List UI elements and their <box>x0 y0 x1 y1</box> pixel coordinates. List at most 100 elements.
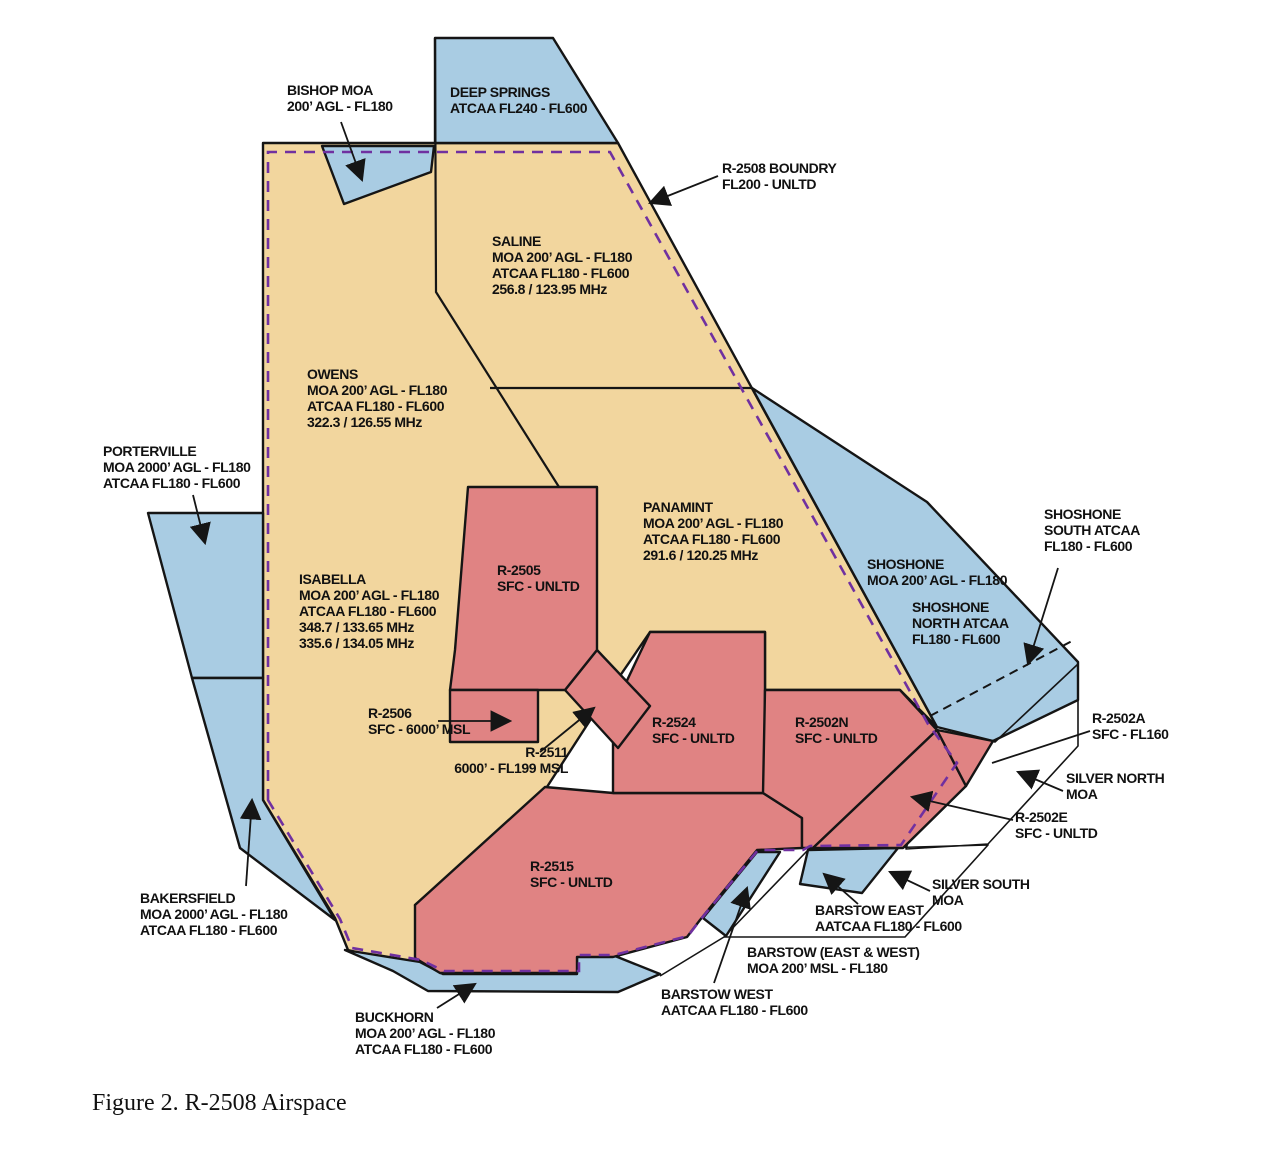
label-line: MOA 200’ AGL - FL180 <box>643 515 784 531</box>
label-line: 322.3 / 126.55 MHz <box>307 414 422 430</box>
r2502a-leader-line <box>991 730 1091 764</box>
label-line: NORTH ATCAA <box>912 615 1009 631</box>
bishop-arrow <box>340 121 366 183</box>
label-line: 6000’ - FL199 MSL <box>454 760 568 776</box>
label-line: MOA 200’ AGL - FL180 <box>867 572 1008 588</box>
label-line: R-2505 <box>497 562 541 578</box>
label-r2515: R-2515 SFC - UNLTD <box>530 858 613 890</box>
label-line: BUCKHORN <box>355 1009 434 1025</box>
label-line: BAKERSFIELD <box>140 890 236 906</box>
label-line: ATCAA FL240 - FL600 <box>450 100 588 116</box>
region-r2502a <box>935 728 995 788</box>
buckhorn-arrow <box>436 982 477 1009</box>
label-barstow-east-west: BARSTOW (EAST & WEST) MOA 200’ MSL - FL18… <box>747 944 920 976</box>
label-r2511: R-2511 6000’ - FL199 MSL <box>418 744 568 776</box>
figure-caption: Figure 2. R-2508 Airspace <box>92 1090 347 1116</box>
label-line: SFC - UNLTD <box>652 730 735 746</box>
label-line: BARSTOW EAST <box>815 902 924 918</box>
label-line: MOA 2000’ AGL - FL180 <box>103 459 251 475</box>
label-panamint: PANAMINT MOA 200’ AGL - FL180 ATCAA FL180 … <box>643 499 783 563</box>
region-porterville <box>146 511 265 680</box>
label-shoshone-south: SHOSHONE SOUTH ATCAA FL180 - FL600 <box>1044 506 1140 554</box>
label-barstow-east: BARSTOW EAST AATCAA FL180 - FL600 <box>815 902 962 934</box>
silver-south-arrow <box>888 870 931 892</box>
label-line: SOUTH ATCAA <box>1044 522 1140 538</box>
label-deep-springs: DEEP SPRINGS ATCAA FL240 - FL600 <box>450 84 587 116</box>
label-line: ATCAA FL180 - FL600 <box>140 922 278 938</box>
shoshone-atcaa-division-dashed-line <box>929 640 1073 717</box>
label-line: 291.6 / 120.25 MHz <box>643 547 758 563</box>
label-r2505: R-2505 SFC - UNLTD <box>497 562 580 594</box>
label-line: SILVER NORTH <box>1066 770 1165 786</box>
label-line: SALINE <box>492 233 541 249</box>
label-line: ATCAA FL180 - FL600 <box>103 475 241 491</box>
label-silver-north: SILVER NORTH MOA <box>1066 770 1165 802</box>
label-r2506: R-2506 SFC - 6000’ MSL <box>368 705 471 737</box>
region-bakersfield <box>190 676 337 922</box>
label-saline: SALINE MOA 200’ AGL - FL180 ATCAA FL180 - … <box>492 233 632 297</box>
label-line: R-2502N <box>795 714 849 730</box>
label-line: PORTERVILLE <box>103 443 197 459</box>
label-line: DEEP SPRINGS <box>450 84 550 100</box>
label-porterville: PORTERVILLE MOA 2000’ AGL - FL180 ATCAA FL… <box>103 443 251 491</box>
label-line: MOA 200’ MSL - FL180 <box>747 960 888 976</box>
label-line: FL200 - UNLTD <box>722 176 817 192</box>
barstow-west-arrow <box>713 885 751 984</box>
label-line: SFC - UNLTD <box>1015 825 1098 841</box>
region-r2505 <box>448 485 599 692</box>
label-line: MOA 200’ AGL - FL180 <box>355 1025 496 1041</box>
leader-arrows <box>189 121 1091 1009</box>
label-line: BARSTOW WEST <box>661 986 773 1002</box>
label-line: 200’ AGL - FL180 <box>287 98 393 114</box>
label-line: SFC - UNLTD <box>497 578 580 594</box>
label-line: MOA 2000’ AGL - FL180 <box>140 906 288 922</box>
label-line: MOA <box>1066 786 1098 802</box>
label-shoshone-moa: SHOSHONE MOA 200’ AGL - FL180 <box>867 556 1007 588</box>
label-line: AATCAA FL180 - FL600 <box>815 918 962 934</box>
label-line: R-2515 <box>530 858 574 874</box>
label-buckhorn: BUCKHORN MOA 200’ AGL - FL180 ATCAA FL180 … <box>355 1009 495 1057</box>
barstow-east-arrow <box>822 872 859 905</box>
label-line: SHOSHONE <box>867 556 944 572</box>
label-r2502n: R-2502N SFC - UNLTD <box>795 714 878 746</box>
region-silver-south <box>723 844 989 938</box>
label-line: R-2506 <box>368 705 412 721</box>
label-line: OWENS <box>307 366 358 382</box>
label-line: 335.6 / 134.05 MHz <box>299 635 414 651</box>
label-line: SHOSHONE <box>912 599 989 615</box>
label-shoshone-north: SHOSHONE NORTH ATCAA FL180 - FL600 <box>912 599 1009 647</box>
label-line: SFC - UNLTD <box>795 730 878 746</box>
label-r2502a: R-2502A SFC - FL160 <box>1092 710 1169 742</box>
bakersfield-arrow <box>239 797 262 887</box>
label-line: FL180 - FL600 <box>1044 538 1133 554</box>
label-isabella: ISABELLA MOA 200’ AGL - FL180 ATCAA FL180 … <box>299 571 439 651</box>
r2502e-arrow <box>909 790 1014 821</box>
label-r2524: R-2524 SFC - UNLTD <box>652 714 735 746</box>
silver-south-outline-line <box>659 936 725 977</box>
label-line: ISABELLA <box>299 571 366 587</box>
label-line: SFC - FL160 <box>1092 726 1169 742</box>
label-owens: OWENS MOA 200’ AGL - FL180 ATCAA FL180 - F… <box>307 366 447 430</box>
label-r2502e: R-2502E SFC - UNLTD <box>1015 809 1098 841</box>
label-line: MOA <box>932 892 964 908</box>
label-line: ATCAA FL180 - FL600 <box>299 603 437 619</box>
label-line: BARSTOW (EAST & WEST) <box>747 944 920 960</box>
label-bishop: BISHOP MOA 200’ AGL - FL180 <box>287 82 393 114</box>
label-line: R-2511 <box>525 744 568 760</box>
label-line: SFC - 6000’ MSL <box>368 721 471 737</box>
label-line: R-2524 <box>652 714 696 730</box>
label-line: R-2508 BOUNDRY <box>722 160 837 176</box>
r2508-boundary-dashed-line <box>266 150 959 973</box>
label-line: SHOSHONE <box>1044 506 1121 522</box>
silver-north-arrow <box>1016 769 1064 792</box>
porterville-arrow <box>189 494 211 546</box>
shoshone-south-arrow <box>1023 567 1059 667</box>
label-line: MOA 200’ AGL - FL180 <box>307 382 448 398</box>
label-line: SFC - UNLTD <box>530 874 613 890</box>
label-line: MOA 200’ AGL - FL180 <box>492 249 633 265</box>
label-line: BISHOP MOA <box>287 82 373 98</box>
r2511-arrow <box>539 706 596 753</box>
label-line: FL180 - FL600 <box>912 631 1001 647</box>
